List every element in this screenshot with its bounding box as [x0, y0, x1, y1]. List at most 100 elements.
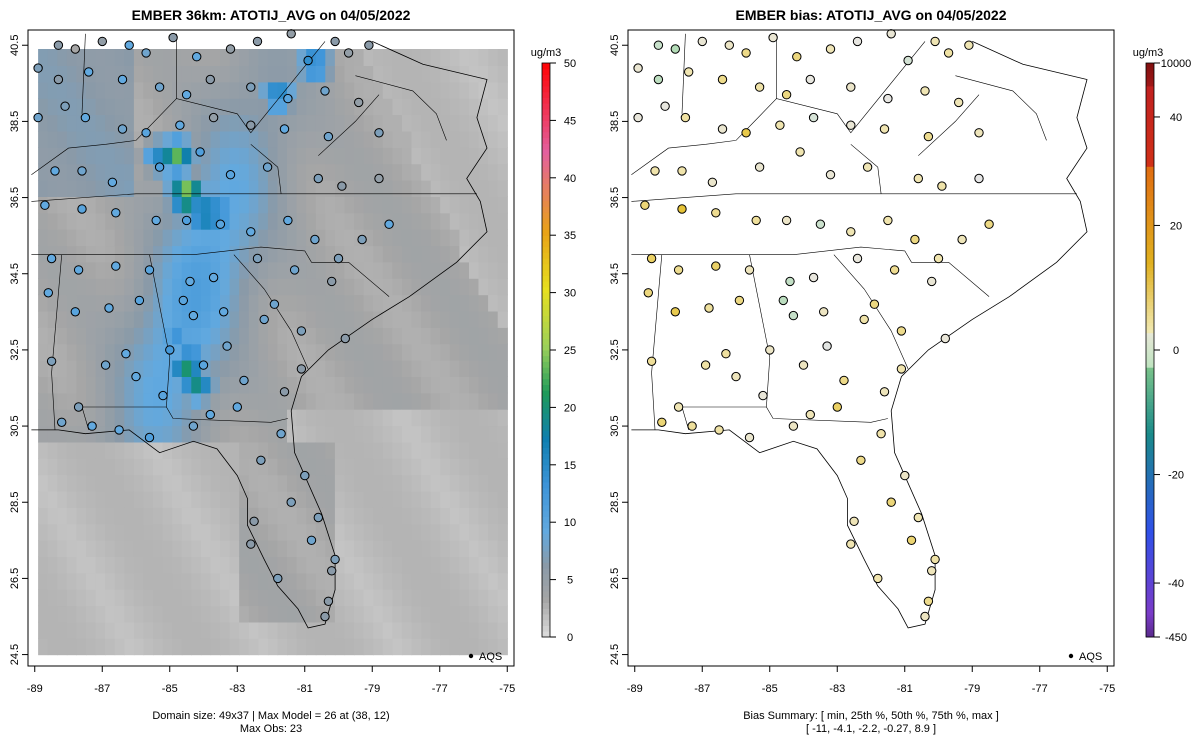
- x-tick-label: -75: [1099, 683, 1115, 695]
- grid-cell: [373, 360, 384, 377]
- grid-cell: [86, 507, 97, 525]
- grid-cell: [66, 490, 77, 508]
- grid-cell: [287, 130, 298, 148]
- grid-cell: [334, 327, 346, 345]
- grid-cell: [143, 229, 154, 247]
- aqs-site: [670, 307, 680, 317]
- colorbar-segment: [1146, 561, 1154, 567]
- grid-cell: [239, 229, 250, 247]
- grid-cell: [105, 409, 116, 427]
- grid-cell: [267, 147, 279, 165]
- grid-cell: [153, 556, 164, 574]
- colorbar-segment: [1146, 565, 1154, 571]
- grid-cell: [258, 81, 269, 99]
- grid-cell: [363, 245, 374, 263]
- grid-cell: [392, 441, 403, 459]
- grid-cell: [47, 81, 58, 99]
- grid-cell: [66, 523, 77, 541]
- grid-cell: [47, 638, 58, 656]
- grid-cell: [277, 572, 288, 590]
- grid-cell: [325, 425, 336, 443]
- colorbar-segment: [1146, 337, 1154, 341]
- grid-cell: [430, 556, 441, 574]
- aqs-site: [927, 276, 937, 287]
- grid-cell: [267, 81, 279, 99]
- grid-cell: [469, 278, 480, 296]
- colorbar-segment: [1146, 336, 1154, 339]
- grid-cell: [57, 130, 68, 148]
- aqs-site: [84, 67, 94, 77]
- grid-cell: [258, 327, 269, 345]
- colorbar-segment: [1146, 623, 1154, 625]
- aqs-site: [974, 173, 984, 184]
- colorbar-tick-label: 10000: [1161, 58, 1192, 70]
- grid-cell: [181, 245, 192, 263]
- aqs-site: [252, 253, 263, 264]
- grid-cell: [76, 327, 87, 345]
- aqs-site: [856, 455, 866, 465]
- grid-cell: [114, 278, 125, 296]
- colorbar-segment: [1146, 229, 1154, 236]
- grid-cell: [200, 98, 212, 116]
- grid-cell: [315, 572, 326, 590]
- grid-cell: [229, 638, 240, 656]
- grid-cell: [66, 638, 77, 656]
- grid-cell: [287, 114, 298, 132]
- colorbar-segment: [542, 86, 550, 93]
- grid-cell: [124, 196, 135, 214]
- grid-cell: [57, 278, 68, 296]
- grid-cell: [363, 425, 374, 443]
- grid-cell: [334, 490, 346, 508]
- grid-cell: [411, 229, 422, 247]
- grid-cell: [344, 147, 355, 165]
- colorbar-segment: [542, 631, 550, 638]
- grid-cell: [488, 409, 499, 427]
- grid-cell: [162, 212, 173, 230]
- grid-cell: [401, 81, 413, 99]
- colorbar-segment: [1146, 367, 1154, 372]
- grid-cell: [95, 441, 106, 459]
- grid-cell: [162, 474, 173, 492]
- grid-cell: [277, 65, 288, 83]
- colorbar-segment: [1146, 614, 1154, 616]
- grid-cell: [229, 212, 240, 230]
- grid-cell: [373, 621, 384, 639]
- grid-cell: [469, 163, 480, 181]
- grid-cell: [191, 490, 202, 508]
- grid-cell: [449, 572, 460, 590]
- grid-cell: [124, 147, 135, 165]
- colorbar-segment: [1146, 398, 1154, 403]
- grid-cell: [220, 458, 231, 476]
- grid-cell: [334, 147, 346, 165]
- grid-cell: [497, 343, 508, 361]
- grid-cell: [430, 392, 441, 410]
- grid-cell: [440, 621, 451, 639]
- grid-cell: [76, 638, 87, 656]
- grid-cell: [277, 638, 288, 656]
- grid-cell: [124, 490, 135, 508]
- colorbar-segment: [542, 407, 550, 414]
- aqs-site: [222, 341, 232, 351]
- colorbar-segment: [1146, 622, 1154, 624]
- colorbar-segment: [1146, 598, 1154, 603]
- grid-cell: [306, 621, 317, 639]
- grid-cell: [239, 556, 250, 574]
- grid-cell: [162, 310, 173, 328]
- colorbar-segment: [1146, 415, 1154, 420]
- grid-cell: [105, 556, 116, 574]
- colorbar-segment: [1146, 460, 1154, 466]
- grid-cell: [105, 605, 116, 623]
- coastline: [31, 41, 488, 629]
- grid-cell: [344, 360, 355, 377]
- grid-cell: [382, 523, 393, 541]
- grid-cell: [334, 589, 346, 607]
- grid-cell: [191, 245, 202, 263]
- grid-cell: [191, 360, 202, 377]
- grid-cell: [421, 605, 432, 623]
- colorbar-segment: [1146, 618, 1154, 621]
- grid-cell: [363, 81, 374, 99]
- grid-cell: [267, 425, 279, 443]
- grid-cell: [459, 392, 470, 410]
- grid-cell: [114, 98, 125, 116]
- grid-cell: [344, 507, 355, 525]
